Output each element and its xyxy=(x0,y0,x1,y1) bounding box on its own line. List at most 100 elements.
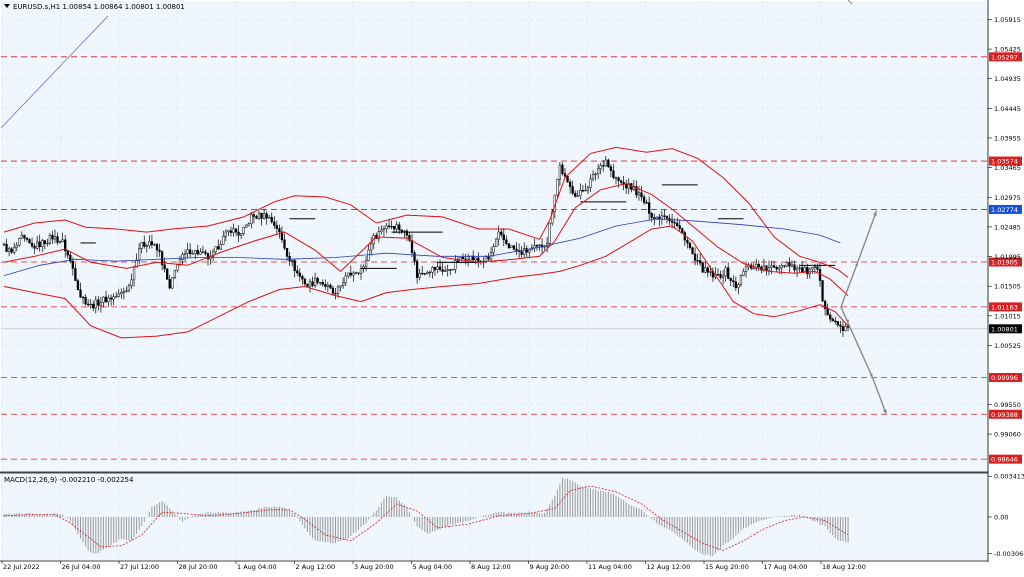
candle-body xyxy=(194,249,197,254)
candle-body xyxy=(823,300,827,309)
candle-body xyxy=(127,285,131,292)
candle-body xyxy=(140,242,143,249)
candle-body xyxy=(438,266,442,270)
candle-body xyxy=(349,272,352,276)
candle-body xyxy=(120,292,123,295)
candle-body xyxy=(395,224,398,230)
candle-body xyxy=(211,251,215,257)
candle-body xyxy=(219,244,222,250)
candle-body xyxy=(405,230,409,236)
candle-body xyxy=(143,242,146,247)
candle-body xyxy=(5,243,8,252)
candle-body xyxy=(245,224,248,228)
level-tag-label: 1.01163 xyxy=(991,303,1018,311)
candle-body xyxy=(359,268,363,274)
candle-body xyxy=(2,243,6,246)
candle-body xyxy=(755,263,758,269)
candle-body xyxy=(166,268,169,280)
price-tick-label: 1.03955 xyxy=(994,135,1021,143)
candle-body xyxy=(642,196,646,203)
candle-body xyxy=(413,252,416,262)
candle-body xyxy=(97,299,100,306)
candle-body xyxy=(614,177,618,179)
candle-body xyxy=(214,246,217,253)
candle-body xyxy=(801,267,804,272)
candle-body xyxy=(46,242,49,245)
candle-body xyxy=(339,285,342,288)
candle-body xyxy=(742,270,745,276)
candle-body xyxy=(604,159,607,167)
candle-body xyxy=(28,239,31,244)
level-tag xyxy=(989,454,1022,464)
candle-body xyxy=(772,265,776,268)
time-tick-label: 12 Aug 12:00 xyxy=(647,563,691,571)
level-tag xyxy=(989,156,1022,166)
candle-body xyxy=(117,293,120,297)
candle-body xyxy=(426,272,429,275)
price-tick-label: 1.04935 xyxy=(994,75,1021,83)
candle-body xyxy=(262,213,266,219)
main-plot-area[interactable] xyxy=(1,1,988,471)
candle-body xyxy=(173,269,176,278)
arrowhead-icon xyxy=(873,210,877,216)
level-tag-label: 1.05297 xyxy=(991,53,1018,61)
price-tick-label: 0.99060 xyxy=(994,431,1021,439)
level-tag-label: 1.03574 xyxy=(991,158,1018,166)
candle-body xyxy=(61,239,64,243)
scroll-shift-marker-icon[interactable] xyxy=(847,0,853,5)
candle-body xyxy=(563,173,567,177)
candle-body xyxy=(783,265,786,267)
candle-body xyxy=(92,303,95,309)
dropdown-triangle-icon[interactable] xyxy=(4,4,10,8)
time-tick-label: 2 Aug 12:00 xyxy=(296,563,336,571)
candle-body xyxy=(74,268,77,281)
level-tag xyxy=(989,409,1022,419)
candle-body xyxy=(770,265,773,268)
candle-body xyxy=(579,190,582,197)
candle-body xyxy=(64,239,67,252)
candle-body xyxy=(171,277,174,289)
candle-body xyxy=(204,251,207,254)
candle-body xyxy=(273,221,276,226)
candle-body xyxy=(676,222,679,227)
candle-body xyxy=(650,213,653,218)
candle-body xyxy=(87,303,90,306)
candle-body xyxy=(176,264,179,271)
price-axis: 1.05915 1.05425 1.04935 1.04445 1.03955 1.034… xyxy=(0,0,1024,562)
trend-line xyxy=(0,15,109,129)
candle-body xyxy=(795,267,799,271)
candle-body xyxy=(487,256,490,260)
candle-body xyxy=(813,266,817,268)
candle-body xyxy=(645,202,648,204)
time-tick-label: 28 Jul 20:00 xyxy=(179,563,218,571)
candle-body xyxy=(790,264,794,267)
candle-body xyxy=(436,266,439,270)
candle-body xyxy=(247,223,250,226)
macd-tick-label: 0.003413 xyxy=(994,473,1024,481)
candle-body xyxy=(18,238,21,246)
bollinger-upper-band xyxy=(3,146,849,278)
candle-body xyxy=(311,281,314,286)
candle-body xyxy=(688,242,692,249)
time-tick-label: 3 Aug 20:00 xyxy=(354,563,394,571)
time-tick-label: 5 Aug 04:00 xyxy=(413,563,453,571)
arrowhead-icon xyxy=(869,373,873,378)
candle-body xyxy=(163,264,166,270)
arrowhead-icon xyxy=(882,409,887,415)
candle-body xyxy=(665,216,669,219)
price-tick-label: 1.02485 xyxy=(994,223,1021,231)
candle-body xyxy=(308,281,312,287)
candle-body xyxy=(15,244,18,248)
candle-body xyxy=(788,262,791,267)
candle-body xyxy=(237,231,240,236)
arrowhead-icon xyxy=(854,262,858,267)
candle-body xyxy=(528,249,531,253)
candle-body xyxy=(334,292,337,295)
candle-body xyxy=(441,269,444,272)
price-tick-label: 1.04445 xyxy=(994,105,1021,113)
candle-body xyxy=(66,250,69,256)
candle-body xyxy=(313,278,317,286)
candle-body xyxy=(331,287,335,294)
